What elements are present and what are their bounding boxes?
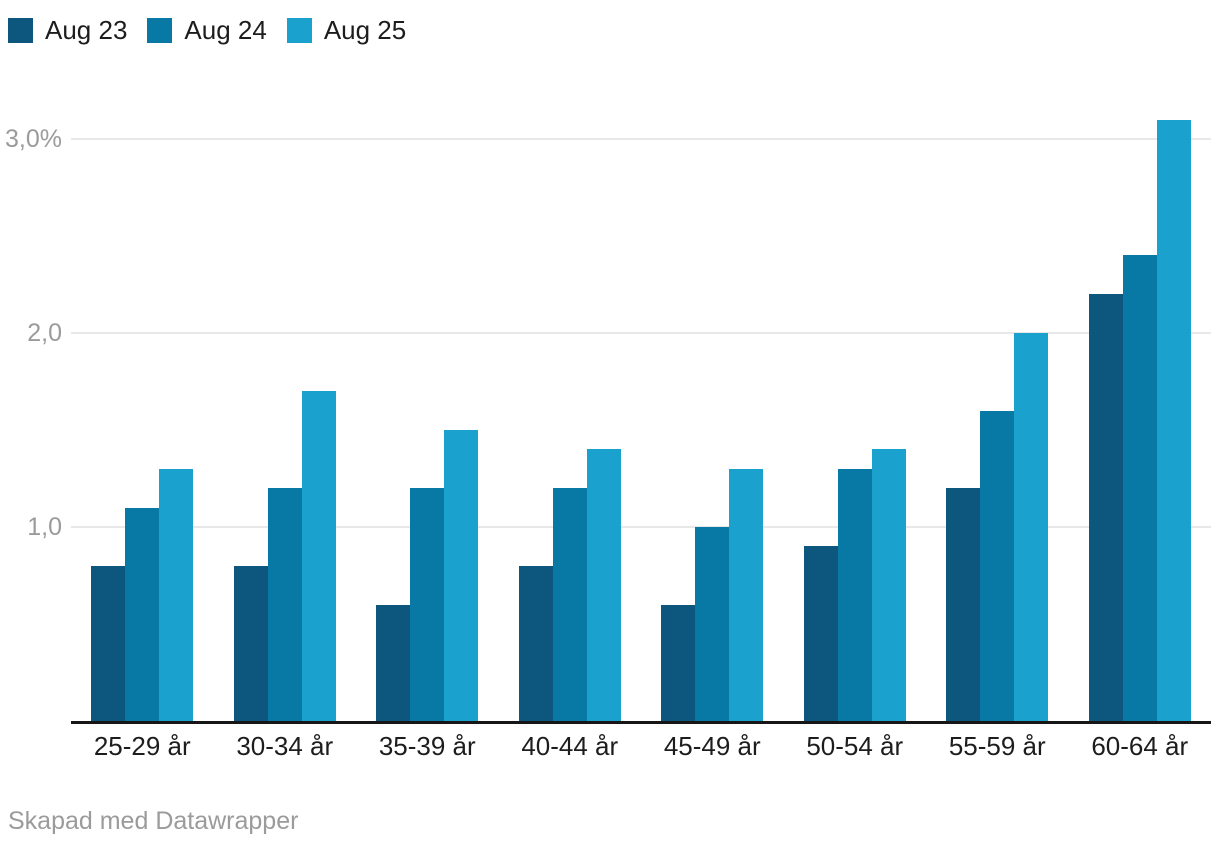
bar[interactable] [729, 468, 764, 721]
x-axis-labels: 25-29 år 30-34 år 35-39 år 40-44 år 45-49 år… [71, 731, 1211, 771]
legend-swatch-icon [8, 18, 33, 43]
plot-area [71, 0, 1211, 721]
bar[interactable] [871, 449, 906, 721]
bar[interactable] [410, 488, 445, 721]
legend: Aug 23 Aug 24 Aug 25 [8, 15, 406, 46]
bar[interactable] [1088, 294, 1123, 721]
y-axis-tick-label: 3,0% [5, 125, 62, 153]
y-axis-tick-label: 2,0 [27, 319, 62, 347]
x-axis-label: 60-64 år [1091, 731, 1189, 761]
bar[interactable] [376, 604, 411, 721]
x-axis-label: 25-29 år [93, 731, 191, 761]
y-axis-tick-label: 1,0 [27, 513, 62, 541]
y-axis-tick-labels: 1,0 2,0 3,0% [0, 0, 62, 721]
bar[interactable] [552, 488, 587, 721]
bar[interactable] [837, 468, 872, 721]
gridline [71, 332, 1211, 334]
x-axis-label: 55-59 år [948, 731, 1046, 761]
x-axis-label: 40-44 år [521, 731, 619, 761]
bar[interactable] [444, 430, 479, 721]
bar[interactable] [1156, 119, 1191, 721]
gridline [71, 138, 1211, 140]
legend-item: Aug 23 [8, 15, 127, 46]
bar[interactable] [980, 410, 1015, 721]
bar[interactable] [159, 468, 194, 721]
legend-item: Aug 25 [286, 15, 407, 46]
bar[interactable] [91, 565, 126, 721]
x-axis-label: 35-39 år [378, 731, 476, 761]
bar[interactable] [803, 546, 838, 721]
bar[interactable] [946, 488, 981, 721]
bar[interactable] [301, 391, 336, 721]
bar[interactable] [695, 527, 730, 721]
bar[interactable] [233, 565, 268, 721]
bar[interactable] [661, 604, 696, 721]
bar[interactable] [1122, 255, 1157, 721]
legend-label: Aug 23 [45, 15, 128, 45]
bar[interactable] [1014, 333, 1049, 721]
x-axis-label: 30-34 år [236, 731, 334, 761]
bar[interactable] [267, 488, 302, 721]
legend-label: Aug 24 [184, 15, 267, 45]
x-axis-line [71, 721, 1211, 724]
footer-credit[interactable]: Skapad med Datawrapper [8, 807, 299, 835]
bar[interactable] [125, 507, 160, 721]
legend-item: Aug 24 [147, 15, 267, 46]
bar[interactable] [586, 449, 621, 721]
legend-label: Aug 25 [323, 15, 407, 45]
bar[interactable] [518, 565, 553, 721]
x-axis-label: 50-54 år [806, 731, 904, 761]
gridline [71, 526, 1211, 528]
legend-swatch-icon [147, 18, 173, 43]
x-axis-label: 45-49 år [663, 731, 761, 761]
legend-swatch-icon [286, 18, 312, 43]
